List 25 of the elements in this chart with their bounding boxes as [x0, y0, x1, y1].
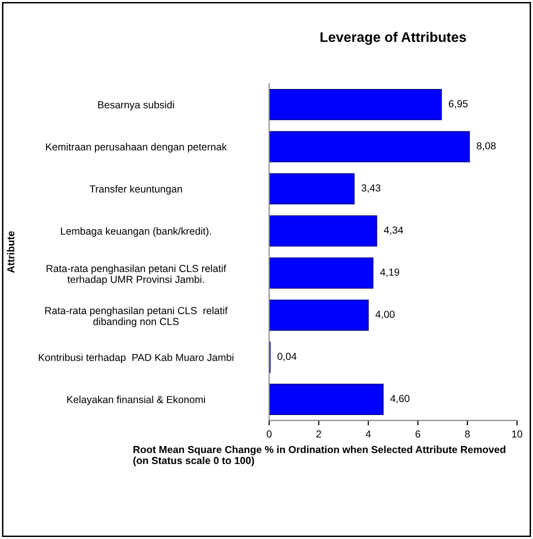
x-tick-label: 6 — [416, 430, 420, 438]
y-tick-label: Kelayakan finansial & Ekonomi — [67, 396, 205, 406]
y-tick-label: Besarnya subsidi — [98, 100, 174, 110]
data-label: 4,19 — [380, 268, 400, 277]
data-label: 6,95 — [448, 100, 468, 109]
x-axis-title: Root Mean Square Change % in Ordination when Selected Attribute Removed (on Status scale 0 to 100) — [133, 446, 506, 466]
data-label: 4,60 — [390, 394, 410, 404]
y-tick-label: Kontribusi terhadap PAD Kab Muaro Jambi — [38, 354, 234, 364]
data-label: 8,08 — [476, 142, 496, 151]
y-axis-title: Attribute — [6, 231, 14, 273]
data-label: 3,43 — [362, 184, 380, 193]
x-tick-label: 4 — [366, 430, 371, 438]
x-tick-label: 2 — [316, 430, 322, 438]
x-tick-label: 10 — [512, 430, 522, 438]
y-tick-label: Kemitraan perusahaan dengan peternak — [46, 143, 227, 152]
data-label: 4,00 — [375, 310, 395, 320]
chart-title: Leverage of Attributes — [320, 32, 466, 45]
data-label: 0,04 — [277, 352, 297, 362]
y-tick-label: Rata-rata penghasilan petani CLS relatif terhadap UMR Provinsi Jambi. — [46, 264, 226, 286]
y-tick-label: Rata-rata penghasilan petani CLS relatif dibanding non CLS — [45, 306, 228, 328]
data-label: 4,34 — [384, 226, 404, 235]
x-tick-label: 0 — [266, 430, 272, 438]
x-tick-label: 8 — [465, 430, 470, 438]
y-tick-label: Transfer keuntungan — [90, 185, 182, 195]
y-tick-label: Lembaga keuangan (bank/kredit). — [61, 227, 211, 237]
